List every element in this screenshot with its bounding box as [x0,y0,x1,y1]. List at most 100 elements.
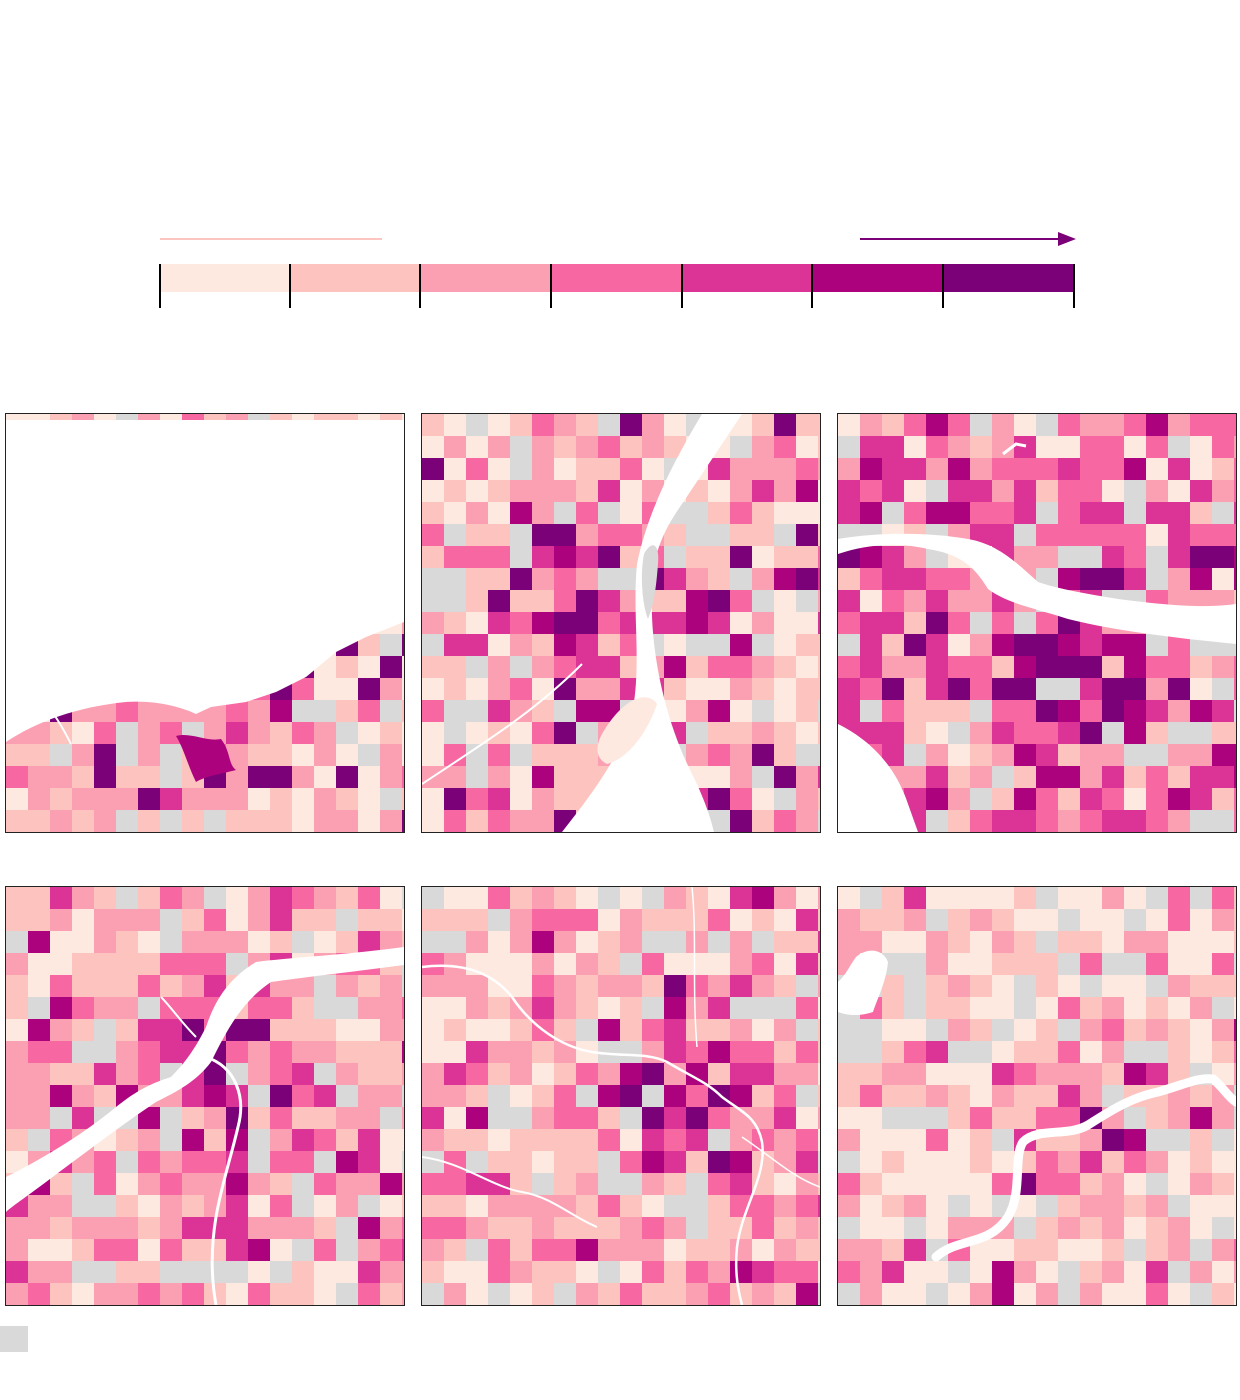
census-tract [992,656,1014,678]
census-tract [116,700,138,722]
census-tract [1124,1151,1146,1173]
census-tract [1102,700,1124,722]
census-tract [838,1173,860,1195]
census-tract [860,612,882,634]
legend-tick [419,264,421,308]
census-tract [532,1261,554,1283]
census-tract [270,1041,292,1063]
census-tract [182,1261,204,1283]
census-tract [358,1041,380,1063]
census-tract [270,1217,292,1239]
census-tract [1014,931,1036,953]
census-tract [1212,436,1234,458]
census-tract [554,997,576,1019]
census-tract [620,1283,642,1305]
census-tract [1058,810,1080,832]
census-tract [532,546,554,568]
census-tract [380,678,402,700]
census-tract [1168,744,1190,766]
census-tract [904,612,926,634]
census-tract [1102,634,1124,656]
census-tract [948,1129,970,1151]
census-tract [292,766,314,788]
census-tract [1168,458,1190,480]
census-tract [248,931,270,953]
census-tract [28,1217,50,1239]
census-tract [664,1107,686,1129]
census-tract [686,722,708,744]
census-tract [818,678,820,700]
census-tract [992,612,1014,634]
census-tract [1124,1239,1146,1261]
census-tract [904,414,926,436]
census-tract [1080,458,1102,480]
census-tract [402,1129,404,1151]
census-tract [1234,887,1236,909]
census-tract [796,997,820,1019]
census-tract [620,1019,642,1041]
census-tract [50,975,72,997]
census-tract [796,414,818,436]
census-tract [730,700,752,722]
census-tract [686,524,708,546]
census-tract [94,1261,116,1283]
census-tract [314,722,336,744]
census-tract [904,1261,926,1283]
census-tract [380,975,402,997]
census-tract [1234,1151,1236,1173]
census-tract [708,887,730,909]
census-tract [1146,480,1168,502]
census-tract [336,766,358,788]
census-tract [510,931,532,953]
census-tract [818,909,820,931]
census-tract [1234,788,1236,810]
census-tract [466,678,488,700]
census-tract [576,975,598,997]
census-tract [708,458,730,480]
census-tract [686,1195,708,1217]
census-tract [466,502,488,524]
census-tract [466,931,488,953]
census-tract [992,524,1014,546]
census-tract [1234,810,1236,832]
census-tract [992,502,1014,524]
census-tract [182,887,204,909]
census-tract [774,678,796,700]
census-tract [532,810,554,832]
census-tract [860,656,882,678]
census-tract [1102,1129,1124,1151]
census-tract [1014,1041,1036,1063]
census-tract [226,953,248,975]
census-tract [904,656,926,678]
census-tract [838,480,860,502]
census-tract [466,1239,488,1261]
census-tract [860,700,882,722]
census-tract [532,931,554,953]
census-tract [642,1085,664,1107]
census-tract [510,1239,532,1261]
census-tract [1124,975,1146,997]
census-tract [402,700,404,722]
census-tract [6,1151,28,1173]
census-tract [1124,458,1146,480]
census-tract [466,1151,488,1173]
census-tract [1014,634,1036,656]
census-tract [1234,953,1236,975]
census-tract [796,1239,818,1261]
census-tract [1058,678,1080,700]
census-tract [1124,1283,1146,1305]
census-tract [72,744,94,766]
census-tract [1168,1261,1190,1283]
census-tract [1014,458,1036,480]
census-tract [336,1151,358,1173]
census-tract [28,1041,50,1063]
census-tract [730,546,752,568]
census-tract [1102,1217,1124,1239]
census-tract [818,722,820,744]
census-tract [1234,590,1236,612]
census-tract [926,1063,948,1085]
census-tract [116,788,138,810]
census-tract [774,1261,796,1283]
census-tract [358,997,380,1019]
census-tract [860,678,882,700]
